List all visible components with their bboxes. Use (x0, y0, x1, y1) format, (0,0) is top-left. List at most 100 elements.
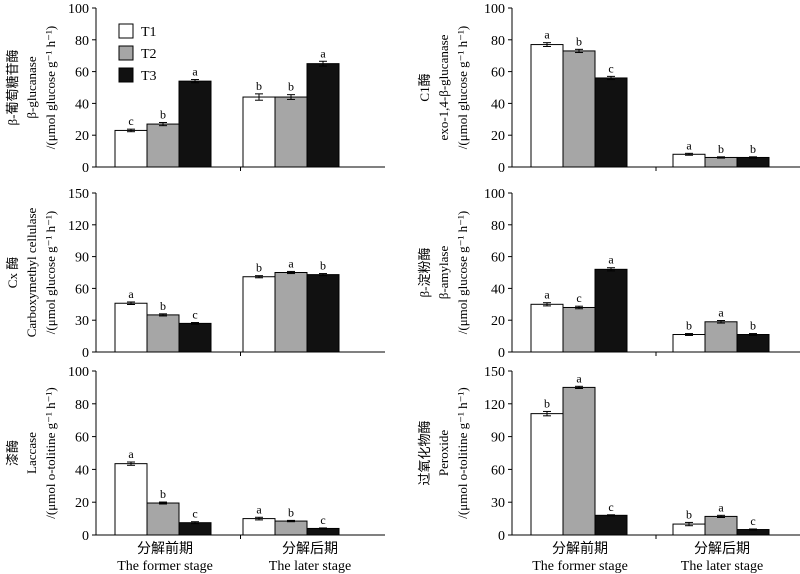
significance-letter: c (750, 514, 755, 528)
significance-letter: c (128, 114, 133, 128)
bar-t1 (242, 518, 276, 536)
x-category-right-former-en: The former stage (532, 559, 628, 574)
y-axis-label-line: Carboxymethyl cellulase (24, 207, 39, 337)
y-tick-label: 0 (498, 161, 505, 176)
y-tick-label: 90 (491, 431, 505, 446)
bar-t3 (594, 268, 628, 353)
bar-t1 (530, 303, 564, 353)
significance-letter: b (686, 507, 692, 521)
panel-c1-enzyme: 0 20 40 60 80 100 C1酶 exo-1,4-β-glucanase /(μmol… (417, 2, 800, 176)
y-axis-label-line: β-淀粉酶 (417, 248, 432, 298)
y-axis-label-line: /(μmol glucose g⁻¹ h⁻¹) (43, 211, 58, 334)
bar-t1 (114, 463, 148, 536)
x-category-left-former-cn: 分解前期 (137, 540, 193, 557)
y-axis-label-line: β-glucanase (24, 56, 39, 118)
x-category-left-later-en: The later stage (269, 559, 351, 574)
legend: T1 T2 T3 (118, 23, 157, 84)
y-tick-label: 20 (491, 314, 505, 329)
significance-letter: b (160, 487, 166, 501)
significance-letter: b (256, 79, 262, 93)
significance-letter: c (576, 291, 581, 305)
bar-t3 (736, 334, 770, 353)
y-axis-label-line: β-amylase (436, 246, 451, 300)
significance-letter: a (192, 65, 198, 79)
y-axis-label-line: Cx 酶 (5, 257, 20, 288)
legend-swatch-t2 (118, 45, 134, 61)
y-tick-label: 80 (491, 34, 505, 49)
y-tick-label: 40 (491, 282, 505, 297)
bar-t1 (672, 153, 706, 168)
y-axis-label-line: /(μmol o-tolitine g⁻¹ h⁻¹) (43, 387, 58, 518)
significance-letter: a (544, 288, 550, 302)
significance-letter: a (686, 138, 692, 152)
significance-letter: b (160, 299, 166, 313)
bar-t2 (146, 314, 180, 353)
y-tick-label: 100 (484, 2, 505, 17)
significance-letter: b (288, 80, 294, 94)
y-tick-label: 0 (82, 346, 89, 361)
significance-letter: c (320, 513, 325, 527)
y-axis-label-line: Laccase (24, 432, 39, 474)
y-axis-label-line: /(μmol glucose g⁻¹ h⁻¹) (43, 26, 58, 149)
y-tick-label: 0 (82, 161, 89, 176)
bar-t3 (178, 322, 212, 353)
y-tick-label: 100 (68, 2, 89, 17)
significance-letter: a (576, 371, 582, 385)
x-category-left-former-en: The former stage (117, 559, 213, 574)
significance-letter: a (128, 447, 134, 461)
significance-letter: c (608, 500, 613, 514)
significance-letter: a (288, 256, 294, 270)
significance-letter: b (288, 505, 294, 519)
y-axis-label-line: C1酶 (417, 73, 432, 101)
legend-label-t2: T2 (141, 47, 157, 62)
significance-letter: a (320, 46, 326, 60)
y-tick-label: 20 (491, 129, 505, 144)
y-tick-label: 0 (82, 529, 89, 544)
significance-letter: a (128, 287, 134, 301)
legend-label-t1: T1 (141, 25, 157, 40)
y-tick-label: 100 (484, 187, 505, 202)
significance-letter: b (576, 34, 582, 48)
bar-t1 (114, 302, 148, 353)
bar-t2 (146, 123, 180, 168)
significance-letter: c (192, 507, 197, 521)
bar-t3 (178, 522, 212, 536)
x-category-right-later-en: The later stage (681, 559, 763, 574)
y-tick-label: 0 (498, 529, 505, 544)
x-category-right-later-cn: 分解后期 (694, 541, 750, 557)
significance-letter: c (192, 308, 197, 322)
y-tick-label: 0 (498, 346, 505, 361)
bar-t2 (562, 50, 596, 168)
bar-t3 (306, 63, 340, 168)
significance-letter: a (256, 502, 262, 516)
significance-letter: a (718, 500, 724, 514)
y-tick-label: 60 (75, 66, 89, 81)
bar-t3 (594, 514, 628, 536)
y-tick-label: 60 (491, 251, 505, 266)
significance-letter: b (256, 261, 262, 275)
significance-letter: b (750, 319, 756, 333)
bar-t2 (562, 386, 596, 536)
y-axis-label-line: 漆酶 (5, 440, 20, 466)
bar-t2 (274, 96, 308, 168)
panel-beta-glucanase: 0 20 40 60 80 100 β-葡萄糖苷酶 β-glucanase /(μmol glu… (5, 2, 385, 176)
y-tick-label: 80 (75, 398, 89, 413)
y-tick-label: 40 (491, 97, 505, 112)
y-tick-label: 60 (491, 66, 505, 81)
panel-peroxide: 0 30 60 90 120 150 过氧化物酶 Peroxide /(μmol o-tolit… (417, 365, 800, 544)
panel-cx-enzyme: 0 30 60 90 120 150 Cx 酶 Carboxymethyl cellulase… (5, 187, 385, 361)
y-tick-label: 80 (491, 219, 505, 234)
y-axis-label-line: /(μmol glucose g⁻¹ h⁻¹) (455, 26, 470, 149)
bar-t2 (704, 515, 738, 536)
bar-t1 (114, 129, 148, 168)
y-tick-label: 20 (75, 496, 89, 511)
bar-t2 (146, 502, 180, 536)
legend-label-t3: T3 (141, 69, 157, 84)
y-tick-label: 60 (491, 463, 505, 478)
y-tick-label: 90 (75, 251, 89, 266)
bar-t1 (530, 413, 564, 536)
significance-letter: a (544, 28, 550, 42)
y-axis-label-line: 过氧化物酶 (417, 420, 432, 485)
bar-t2 (704, 321, 738, 353)
y-axis-label-line: β-葡萄糖苷酶 (5, 50, 20, 126)
